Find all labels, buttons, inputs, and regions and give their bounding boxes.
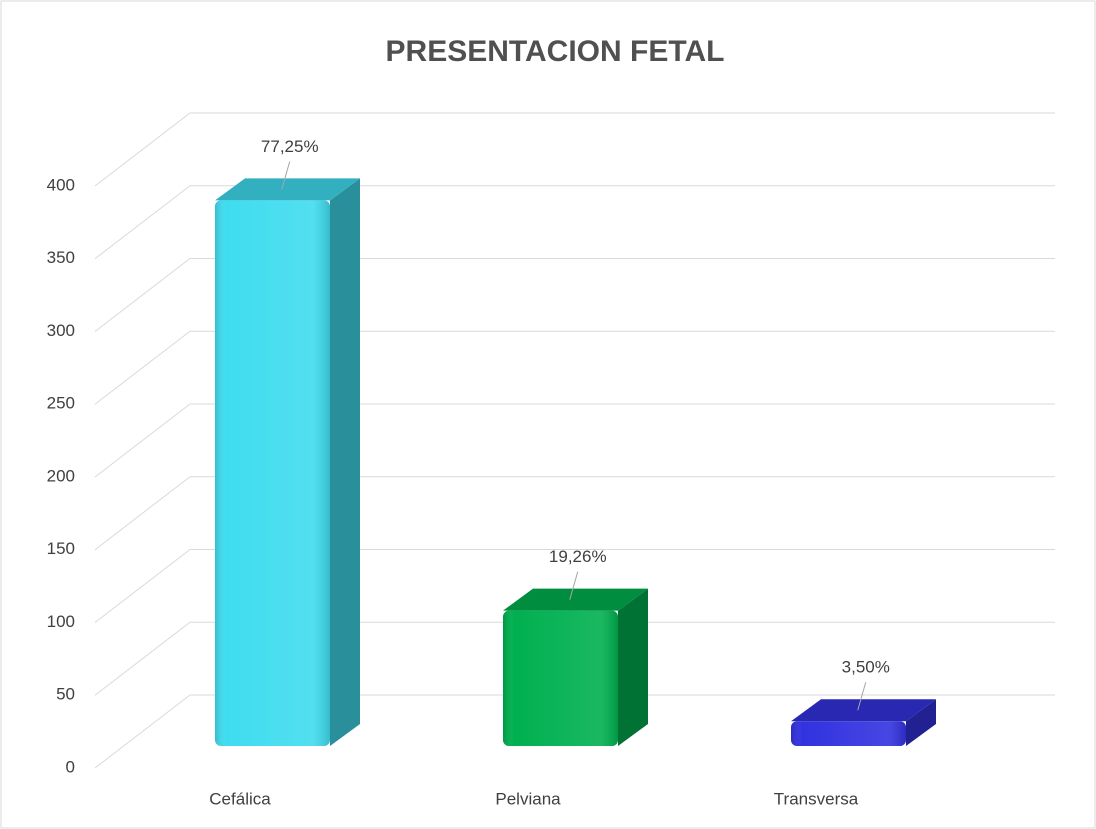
y-tick-label: 250 (47, 394, 75, 413)
grid-line (94, 185, 191, 260)
grid-line (94, 621, 191, 696)
x-tick-label: Pelviana (495, 789, 561, 808)
grid-line (94, 112, 191, 187)
bar-top (503, 588, 648, 611)
leader-line (281, 161, 291, 190)
bar-top (215, 178, 360, 201)
leader-line (569, 571, 579, 600)
y-tick-label: 100 (47, 612, 75, 631)
bar-side (906, 699, 936, 746)
bar-side (330, 178, 360, 746)
grid-line (94, 549, 191, 623)
chart-title: PRESENTACION FETAL (386, 35, 725, 68)
bar-shine (791, 721, 906, 746)
x-tick-label: Transversa (774, 789, 859, 808)
grid-line (94, 694, 191, 769)
y-tick-label: 150 (47, 539, 75, 558)
data-label: 77,25% (261, 137, 319, 156)
bar-shine (503, 610, 618, 746)
y-tick-label: 350 (47, 248, 75, 267)
bar-side (618, 588, 648, 746)
bar-top (791, 699, 936, 722)
grid-line (94, 330, 191, 405)
y-tick-label: 400 (47, 175, 75, 194)
data-label: 19,26% (549, 547, 607, 566)
y-tick-label: 0 (66, 757, 75, 776)
y-tick-label: 50 (56, 685, 75, 704)
y-tick-label: 200 (47, 466, 75, 485)
y-tick-label: 300 (47, 321, 75, 340)
data-label: 3,50% (842, 658, 890, 677)
grid-line (94, 258, 191, 332)
bar-shine (215, 200, 330, 746)
grid-line (94, 403, 191, 478)
leader-line (857, 682, 867, 711)
grid-line (94, 476, 191, 551)
x-tick-label: Cefálica (209, 789, 271, 808)
